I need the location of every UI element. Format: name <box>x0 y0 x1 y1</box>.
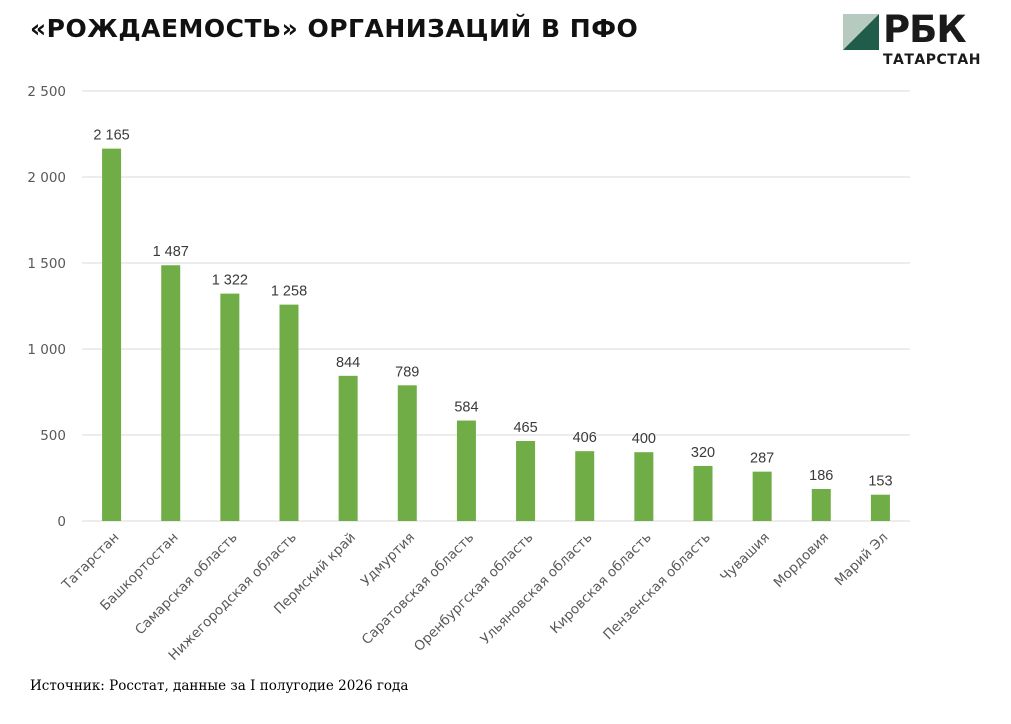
x-tick-label: Кировская область <box>547 529 655 637</box>
y-tick-label: 2 500 <box>27 84 66 100</box>
bar <box>870 494 890 521</box>
data-label: 584 <box>454 400 478 416</box>
bar-chart: 0 500 1 000 1 500 2 000 2 500 2 165 Татарстан 1 … <box>27 84 910 664</box>
y-tick-label: 0 <box>57 514 66 530</box>
bar <box>456 420 476 521</box>
bar <box>516 441 536 521</box>
bar <box>102 148 122 521</box>
data-label: 153 <box>868 474 892 490</box>
x-tick-label: Самарская область <box>132 529 241 638</box>
bar <box>161 265 181 521</box>
x-tick-label: Марий Эл <box>832 530 892 590</box>
bar <box>338 375 358 521</box>
data-label: 287 <box>750 451 774 467</box>
x-tick-label: Татарстан <box>58 530 122 594</box>
data-label: 1 258 <box>271 284 307 300</box>
x-tick-label: Чувашия <box>717 530 773 586</box>
data-label: 465 <box>513 420 537 436</box>
logo-subtitle: ТАТАРСТАН <box>883 52 981 68</box>
x-tick-label: Мордовия <box>771 530 832 591</box>
data-label: 1 322 <box>212 273 248 289</box>
bar <box>811 489 831 521</box>
x-tick-label: Оренбургская область <box>411 529 536 654</box>
data-label: 186 <box>809 468 833 484</box>
bar <box>397 385 417 521</box>
y-tick-label: 500 <box>40 428 66 444</box>
rbc-logo: РБК ТАТАРСТАН <box>843 8 993 72</box>
y-tick-label: 1 000 <box>27 342 66 358</box>
x-tick-label: Ульяновская область <box>477 529 595 647</box>
bar <box>279 304 299 521</box>
data-label: 400 <box>632 431 656 447</box>
bar <box>220 293 240 521</box>
data-label: 789 <box>395 364 419 380</box>
data-label: 320 <box>691 445 715 461</box>
x-tick-label: Пензенская область <box>600 529 714 643</box>
x-tick-label: Удмуртия <box>358 530 418 590</box>
data-label: 2 165 <box>93 128 129 144</box>
data-label: 406 <box>573 430 597 446</box>
x-tick-label: Саратовская область <box>359 529 478 648</box>
bar <box>634 452 654 521</box>
logo-mark-icon <box>843 14 879 50</box>
bar <box>752 471 772 521</box>
data-label: 1 487 <box>153 244 189 260</box>
logo-name: РБК <box>883 8 967 51</box>
chart-title: «РОЖДАЕМОСТЬ» ОРГАНИЗАЦИЙ В ПФО <box>30 14 639 43</box>
y-tick-label: 2 000 <box>27 170 66 186</box>
data-label: 844 <box>336 355 360 371</box>
bar <box>575 451 595 521</box>
y-tick-label: 1 500 <box>27 256 66 272</box>
source-note: Источник: Росстат, данные за I полугодие… <box>30 678 409 694</box>
bar <box>693 465 713 521</box>
